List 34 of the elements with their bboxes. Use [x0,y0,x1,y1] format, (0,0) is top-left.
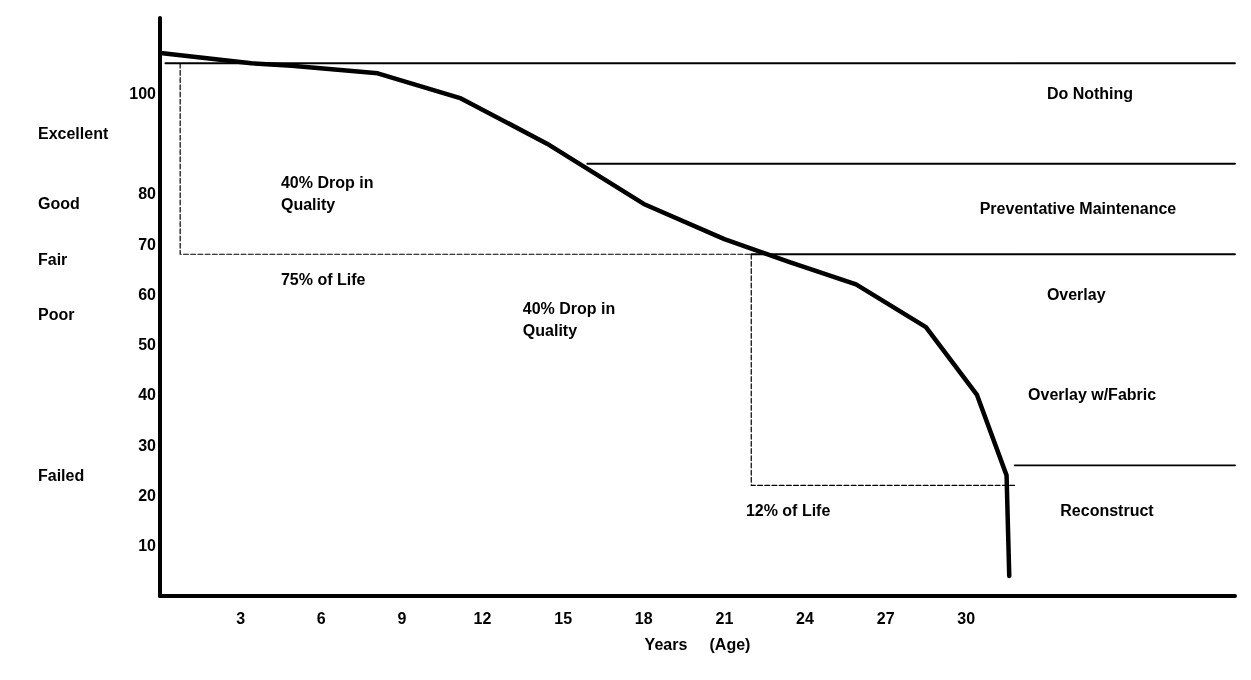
annotation: 12% of Life [745,502,831,520]
x-tick-label: 9 [397,609,407,627]
x-tick-label: 15 [554,609,573,627]
y-tick-label: 80 [138,185,157,203]
x-tick-label: 3 [236,609,246,627]
x-tick-label: 6 [316,609,326,627]
annotation: 40% Drop in Quality [280,174,378,214]
y-tick-label: 30 [138,436,157,454]
annotation: 75% of Life [280,270,366,288]
x-axis-title: Years (Age) [644,635,751,653]
annotation: Overlay w/Fabric [1028,386,1157,404]
x-tick-label: 18 [634,609,653,627]
text: Fair [38,250,68,268]
y-tick-label: 50 [138,336,157,354]
y-tick-label: 70 [138,235,157,253]
text: Poor [38,306,75,324]
text: Good [38,195,80,213]
y-tick-label: 20 [138,486,157,504]
x-tick-label: 21 [715,609,734,627]
x-tick-label: 24 [796,609,814,627]
y-tick-label: 10 [138,537,157,555]
y-tick-label: 100 [129,84,157,102]
x-tick-label: 27 [876,609,895,627]
annotation: 40% Drop in Quality [522,300,620,340]
text: Failed [38,466,85,484]
annotation: Preventative Maintenance [979,200,1177,218]
x-tick-label: 12 [473,609,492,627]
y-tick-label: 60 [138,285,157,303]
x-tick-label: 30 [957,609,976,627]
text: Excellent [38,125,109,143]
annotation: Reconstruct [1060,502,1155,520]
annotation: Do Nothing [1046,84,1134,102]
annotation: Overlay [1046,285,1106,303]
y-tick-label: 40 [138,386,157,404]
